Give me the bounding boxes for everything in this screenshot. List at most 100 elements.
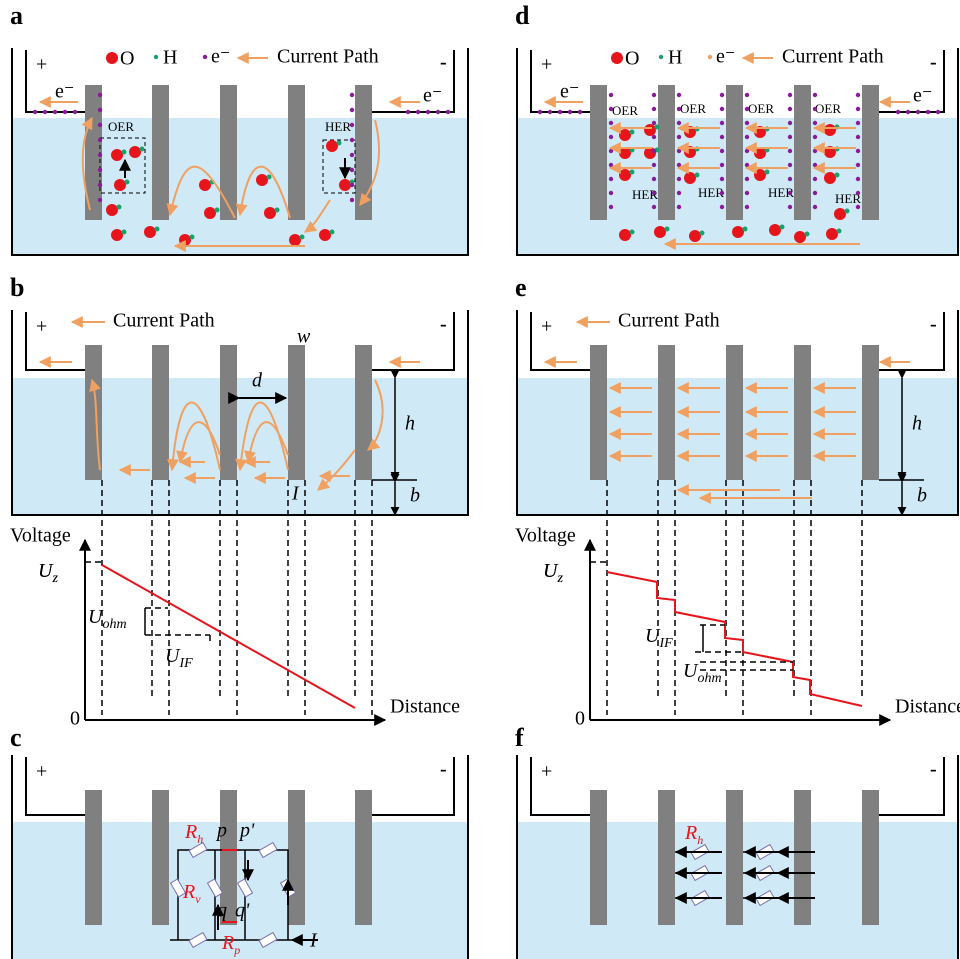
dot	[788, 93, 792, 97]
h-atom	[155, 227, 160, 232]
dot	[154, 55, 158, 59]
o-atom	[114, 179, 126, 191]
o-atom	[106, 204, 118, 216]
label: Voltage	[10, 525, 71, 547]
dot	[446, 110, 450, 114]
dot	[350, 93, 354, 97]
dot	[856, 149, 860, 153]
label: -	[930, 759, 937, 781]
h-atom	[337, 141, 342, 146]
label: p	[215, 820, 227, 842]
label: Current Path	[277, 46, 379, 68]
dot	[916, 110, 920, 114]
dot	[708, 55, 712, 59]
label: OER	[680, 101, 706, 116]
label: e⁻	[716, 46, 735, 68]
dot	[98, 183, 102, 187]
label: OER	[748, 101, 774, 116]
label: I	[309, 930, 318, 952]
h-atom	[190, 235, 195, 240]
h-atom	[275, 208, 280, 213]
electrode	[794, 85, 811, 220]
dot	[813, 107, 817, 111]
dot	[745, 121, 749, 125]
dot	[98, 93, 102, 97]
h-atom	[630, 130, 635, 135]
dot	[609, 107, 613, 111]
o-atom	[319, 229, 331, 241]
label: Current Path	[618, 310, 720, 332]
main: R	[221, 932, 234, 954]
subscript: h	[197, 832, 203, 846]
dot	[813, 135, 817, 139]
dot	[652, 191, 656, 195]
h-atom	[630, 230, 635, 235]
label: e⁻	[211, 46, 230, 68]
dot	[745, 205, 749, 209]
label: OER	[815, 101, 841, 116]
dot	[813, 163, 817, 167]
subscript: ohm	[102, 617, 126, 632]
h-atom	[743, 227, 748, 232]
dot	[788, 135, 792, 139]
h-atom	[805, 232, 810, 237]
electrode	[862, 345, 879, 480]
dot	[856, 93, 860, 97]
dot	[436, 110, 440, 114]
o-atom	[264, 207, 276, 219]
dot	[73, 110, 77, 114]
dot	[652, 163, 656, 167]
h-atom	[300, 235, 305, 240]
dot	[856, 121, 860, 125]
dot	[936, 110, 940, 114]
electrode	[794, 790, 811, 925]
dot	[652, 177, 656, 181]
dot	[350, 123, 354, 127]
h-atom	[117, 205, 122, 210]
dot	[43, 110, 47, 114]
o-atom	[111, 229, 123, 241]
dot	[609, 177, 613, 181]
label: -	[930, 314, 937, 336]
o-atom	[619, 169, 631, 181]
o-atom	[256, 174, 268, 186]
dot	[350, 168, 354, 172]
dot	[659, 55, 663, 59]
o-atom	[769, 224, 781, 236]
h-atom	[267, 175, 272, 180]
dot	[609, 121, 613, 125]
o-atom	[834, 208, 846, 220]
dot	[856, 191, 860, 195]
electrode	[220, 85, 237, 220]
electrolyte	[12, 118, 468, 255]
dot	[538, 110, 542, 114]
dot	[652, 149, 656, 153]
h-atom	[125, 180, 130, 185]
label: H	[668, 47, 682, 69]
dot	[609, 149, 613, 153]
o-atom	[684, 172, 696, 184]
label: -	[440, 314, 447, 336]
label: f	[515, 723, 524, 752]
dot	[745, 149, 749, 153]
o-atom	[794, 231, 806, 243]
subscript: p	[233, 943, 240, 957]
electrode	[658, 345, 675, 480]
electrode	[726, 790, 743, 925]
electrode	[355, 345, 372, 480]
label: p'	[238, 820, 255, 842]
label: O	[120, 48, 134, 70]
o-atom	[619, 129, 631, 141]
label: Current Path	[113, 310, 215, 332]
dot	[856, 163, 860, 167]
voltage-drop	[102, 565, 355, 708]
label: +	[541, 54, 552, 76]
label: OER	[612, 103, 638, 118]
h-atom	[837, 229, 842, 234]
o-atom	[689, 230, 701, 242]
dot	[677, 191, 681, 195]
dot	[350, 153, 354, 157]
label: I	[291, 483, 300, 505]
electrode	[726, 345, 743, 480]
dot	[745, 107, 749, 111]
